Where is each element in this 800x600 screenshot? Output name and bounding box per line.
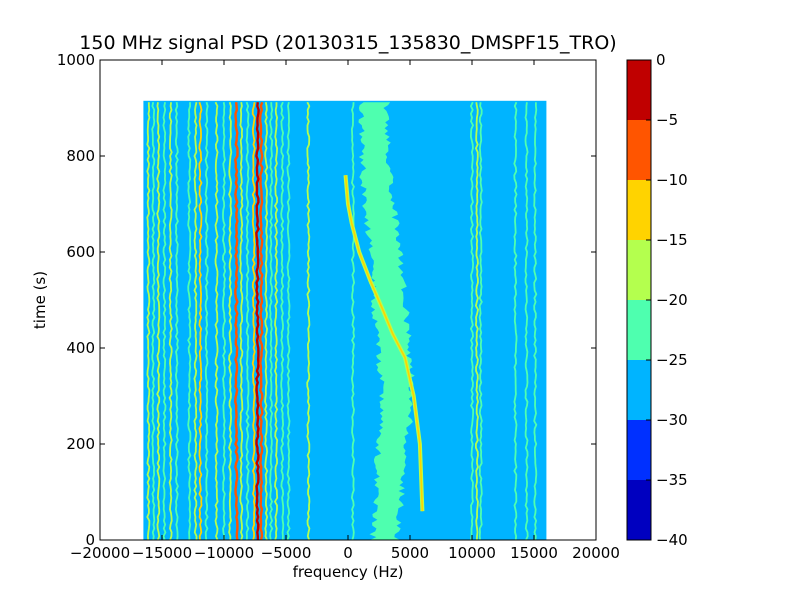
x-tick-label: 15000 [510, 544, 558, 562]
carrier-line-12 [228, 101, 233, 540]
carrier-line-19 [264, 102, 269, 540]
carrier-line-11 [222, 102, 227, 540]
x-axis: −20000 −15000 −10000 −5000 0 5000 10000 15000 20… [70, 60, 620, 562]
carrier-line-22 [280, 101, 285, 540]
carrier-line-30 [524, 102, 529, 540]
colorbar-tick-label: −10 [656, 171, 688, 189]
colorbar [626, 59, 652, 541]
carrier-line-3 [162, 102, 167, 540]
carrier-line-10 [214, 101, 219, 540]
colorbar-tick-label: −25 [656, 351, 688, 369]
spectrogram-background [143, 100, 547, 540]
x-axis-label: frequency (Hz) [293, 563, 404, 581]
carrier-line-4 [168, 102, 173, 540]
carrier-line-13 [234, 102, 239, 540]
colorbar-tick-label: −15 [656, 231, 688, 249]
colorbar-segment [627, 420, 651, 480]
y-tick-label: 400 [66, 339, 95, 357]
carrier-line-25 [350, 102, 356, 540]
carrier-line-0 [146, 102, 151, 540]
colorbar-segment [627, 120, 651, 180]
carrier-line-28 [478, 102, 483, 540]
carrier-line-26 [469, 101, 475, 540]
colorbar-segment [627, 480, 651, 540]
carrier-line-1 [151, 102, 156, 540]
colorbar-segment [627, 180, 651, 240]
x-tick-label: 20000 [572, 544, 620, 562]
colorbar-segment [627, 240, 651, 300]
carrier-line-8 [198, 101, 203, 540]
x-tick-label: 5000 [391, 544, 429, 562]
y-axis-label: time (s) [31, 271, 49, 329]
colorbar-tick-label: −40 [656, 531, 688, 549]
carrier-line-23 [286, 101, 291, 540]
carrier-line-2 [156, 102, 161, 540]
doppler-trace [344, 175, 424, 512]
x-tick-label: −20000 [70, 544, 130, 562]
y-tick-label: 200 [66, 435, 95, 453]
carrier-line-18 [258, 101, 264, 540]
colorbar-tick-label: −35 [656, 471, 688, 489]
colorbar-tick-label: −20 [656, 291, 688, 309]
carrier-line-20 [269, 102, 274, 540]
x-tick-label: 0 [343, 544, 353, 562]
chart-title: 150 MHz signal PSD (20130315_135830_DMSP… [79, 32, 616, 54]
carrier-line-24 [306, 101, 311, 540]
carrier-line-27 [474, 102, 479, 540]
colorbar-segment [627, 300, 651, 360]
y-tick-label: 800 [66, 147, 95, 165]
carrier-line-29 [513, 101, 518, 540]
carrier-line-15 [245, 101, 250, 540]
carrier-line-5 [174, 102, 179, 540]
x-tick-label: −10000 [194, 544, 254, 562]
carrier-line-14 [239, 102, 244, 540]
carrier-line-21 [273, 102, 279, 540]
carrier-line-6 [187, 102, 192, 540]
y-tick-label: 600 [66, 243, 95, 261]
colorbar-tick-label: −30 [656, 411, 688, 429]
x-tick-label: −15000 [132, 544, 192, 562]
carrier-line-31 [533, 102, 538, 540]
colorbar-segment [627, 360, 651, 420]
spectrogram-area [143, 100, 547, 540]
y-tick-label: 1000 [57, 51, 95, 69]
x-tick-label: −5000 [261, 544, 312, 562]
colorbar-tick-label: 0 [656, 51, 666, 69]
carrier-line-16 [251, 102, 256, 540]
y-tick-label: 0 [85, 531, 95, 549]
carrier-line-7 [193, 101, 198, 540]
x-tick-label: 10000 [448, 544, 496, 562]
carrier-line-17 [255, 102, 260, 540]
colorbar-segment [627, 60, 651, 120]
carrier-line-9 [204, 101, 209, 540]
colorbar-ticks: −40 −35 −30 −25 −20 −15 −10 −5 0 [646, 51, 688, 549]
colorbar-tick-label: −5 [656, 111, 678, 129]
y-axis: 0 200 400 600 800 1000 [57, 51, 596, 549]
